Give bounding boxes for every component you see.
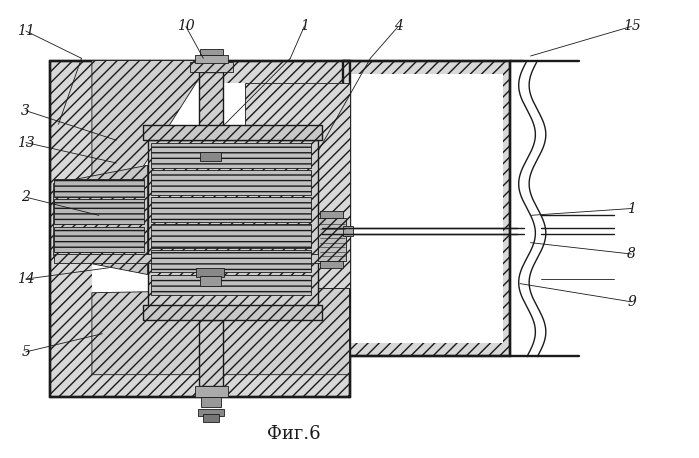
Text: 9: 9 [627, 295, 636, 309]
Text: 15: 15 [623, 19, 640, 33]
Polygon shape [190, 62, 233, 72]
Text: 14: 14 [17, 272, 35, 286]
Polygon shape [201, 397, 222, 407]
Text: 1: 1 [300, 19, 309, 33]
Polygon shape [92, 288, 350, 375]
Text: 11: 11 [17, 24, 35, 38]
Polygon shape [151, 142, 311, 168]
Text: 5: 5 [21, 345, 30, 359]
Polygon shape [195, 55, 228, 63]
Polygon shape [343, 60, 510, 356]
Polygon shape [92, 60, 210, 192]
Text: 4: 4 [394, 19, 403, 33]
Text: 2: 2 [21, 190, 30, 204]
Text: 3: 3 [21, 104, 30, 118]
Polygon shape [151, 170, 311, 195]
Polygon shape [343, 226, 353, 236]
Text: 10: 10 [177, 19, 195, 33]
Polygon shape [151, 197, 311, 222]
Polygon shape [350, 74, 503, 343]
Polygon shape [200, 49, 223, 55]
Polygon shape [151, 274, 311, 295]
Polygon shape [318, 218, 346, 261]
Text: 8: 8 [627, 247, 636, 261]
Text: Фиг.6: Фиг.6 [267, 425, 321, 443]
Polygon shape [143, 125, 322, 140]
Polygon shape [200, 152, 221, 161]
Polygon shape [50, 60, 349, 398]
Polygon shape [151, 224, 311, 248]
Polygon shape [54, 199, 144, 224]
Text: 1: 1 [627, 202, 636, 216]
Polygon shape [245, 83, 350, 288]
Polygon shape [54, 227, 144, 252]
Polygon shape [92, 83, 343, 375]
Polygon shape [195, 386, 228, 398]
Polygon shape [54, 254, 322, 263]
Polygon shape [199, 72, 224, 140]
Polygon shape [151, 251, 311, 272]
Polygon shape [320, 261, 343, 267]
Polygon shape [199, 320, 224, 386]
Polygon shape [198, 409, 224, 416]
Polygon shape [200, 276, 221, 286]
Text: 13: 13 [17, 136, 35, 149]
Polygon shape [143, 305, 322, 320]
Polygon shape [196, 267, 224, 277]
Polygon shape [320, 211, 343, 218]
Polygon shape [203, 414, 219, 422]
Polygon shape [147, 140, 318, 306]
Polygon shape [54, 179, 144, 197]
Polygon shape [54, 165, 147, 274]
